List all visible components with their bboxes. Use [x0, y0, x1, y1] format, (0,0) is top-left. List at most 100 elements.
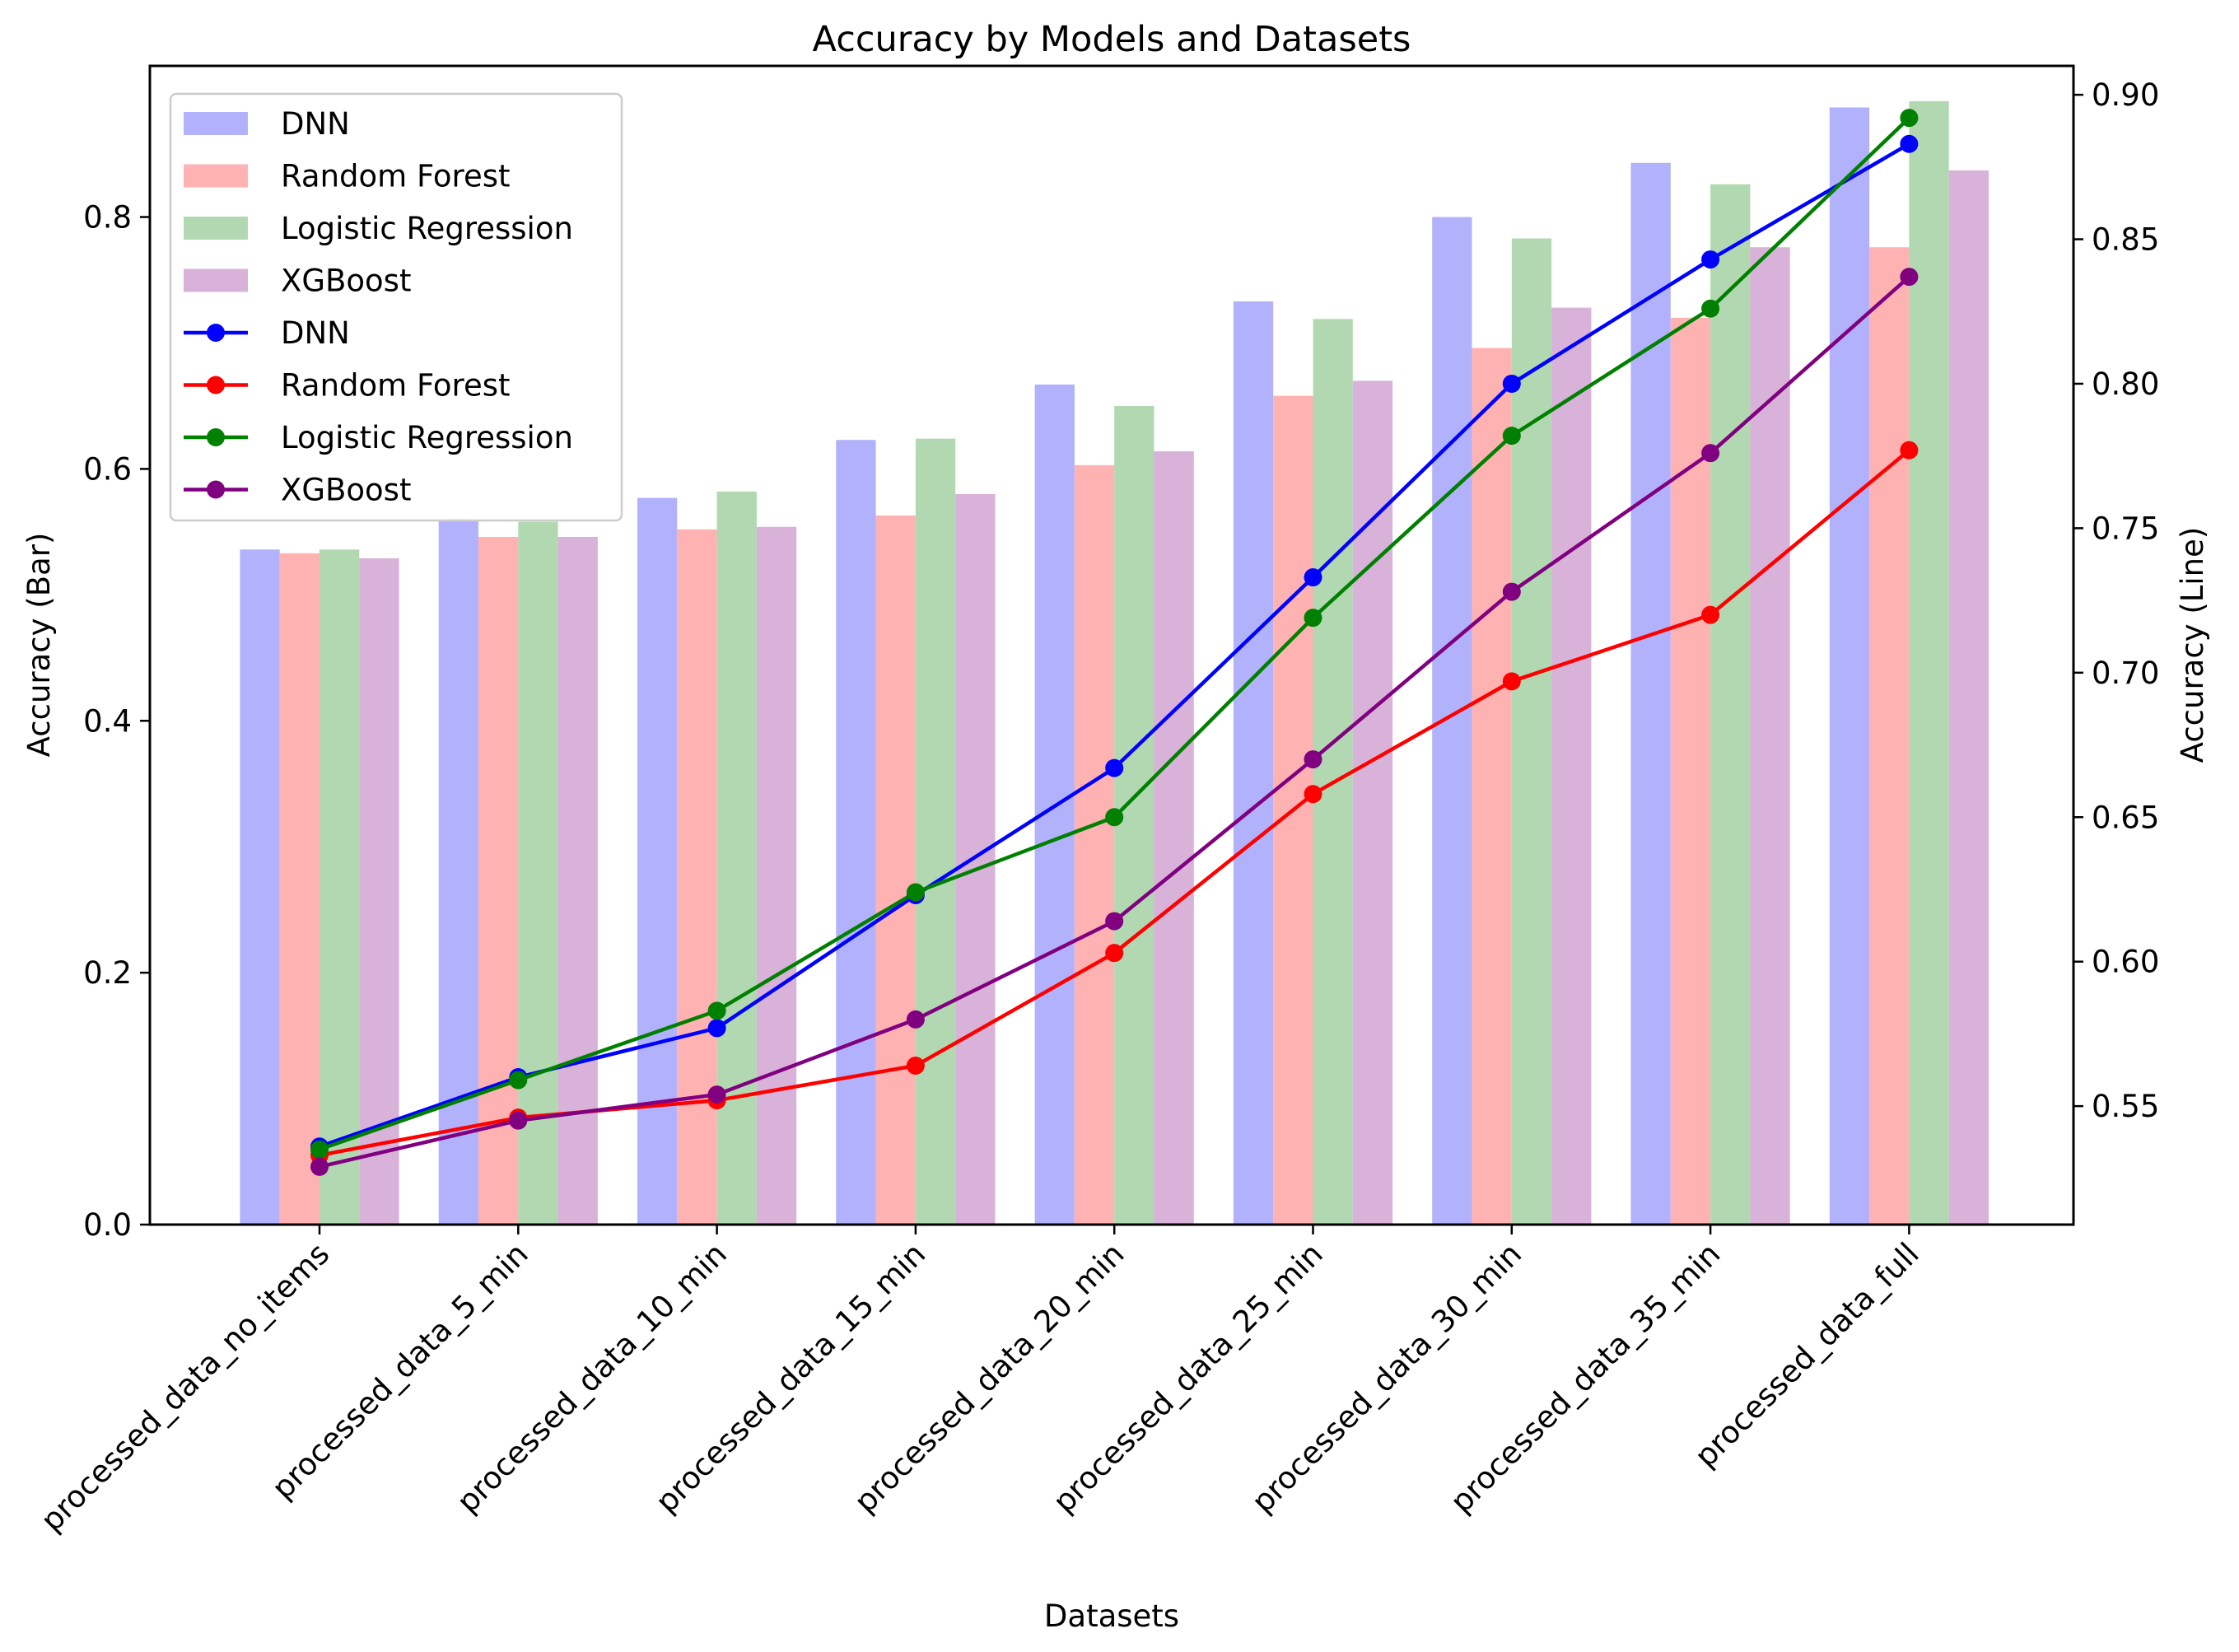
legend-marker-random-forest — [207, 376, 225, 394]
point-xgboost — [509, 1111, 528, 1130]
legend-label-logistic-regression: Logistic Regression — [281, 420, 573, 455]
point-xgboost — [1701, 444, 1720, 463]
point-random-forest — [906, 1057, 925, 1076]
bar-dnn — [1829, 107, 1870, 1225]
y-axis-left: 0.0 0.2 0.4 0.6 0.8 — [83, 200, 150, 1243]
legend-marker-dnn — [207, 324, 225, 342]
bar-xgboost — [1154, 450, 1194, 1225]
y-tick-label-left: 0.6 — [83, 451, 132, 487]
legend-label-dnn: DNN — [281, 106, 350, 142]
point-xgboost — [1304, 750, 1322, 769]
legend-marker-xgboost — [207, 480, 225, 499]
point-random-forest — [1105, 944, 1124, 963]
bar-random-forest — [279, 553, 320, 1225]
y-tick-label-right: 0.60 — [2092, 945, 2159, 980]
point-logistic-regression — [1304, 609, 1322, 628]
point-xgboost — [1502, 582, 1521, 601]
bar-logistic-regression — [1511, 238, 1552, 1225]
bar-random-forest — [1074, 464, 1115, 1225]
point-logistic-regression — [707, 1001, 726, 1020]
legend-label-xgboost: XGBoost — [281, 473, 411, 508]
y-tick-label-right: 0.85 — [2092, 222, 2159, 258]
legend-box — [169, 92, 623, 522]
bar-xgboost — [359, 558, 399, 1225]
point-xgboost — [1900, 268, 1919, 287]
y-axis-right: 0.55 0.60 0.65 0.70 0.75 0.80 0.85 0.90 — [2073, 77, 2159, 1124]
point-logistic-regression — [1105, 808, 1124, 827]
legend-label-dnn: DNN — [281, 315, 350, 351]
y-tick-label-left: 0.0 — [83, 1207, 132, 1243]
point-random-forest — [1900, 441, 1919, 460]
point-logistic-regression — [310, 1140, 329, 1159]
legend-marker-logistic-regression — [207, 428, 225, 446]
bar-logistic-regression — [1909, 100, 1949, 1225]
bar-random-forest — [677, 529, 717, 1225]
bar-xgboost — [955, 493, 996, 1225]
point-xgboost — [707, 1085, 726, 1104]
bar-dnn — [637, 497, 678, 1225]
point-logistic-regression — [906, 883, 925, 902]
point-xgboost — [310, 1157, 329, 1176]
bar-logistic-regression — [1710, 184, 1751, 1225]
bar-logistic-regression — [716, 491, 757, 1225]
bar-dnn — [1630, 162, 1671, 1225]
bar-logistic-regression — [518, 521, 558, 1225]
y-tick-label-right: 0.80 — [2092, 366, 2159, 402]
legend-swatch-bar-random-forest — [184, 164, 248, 188]
bar-random-forest — [478, 536, 519, 1225]
point-logistic-regression — [509, 1071, 528, 1090]
y-axis-left-label: Accuracy (Bar) — [21, 533, 57, 758]
bar-xgboost — [557, 536, 598, 1225]
bar-logistic-regression — [320, 549, 360, 1225]
y-axis-right-label: Accuracy (Line) — [2175, 527, 2210, 763]
point-dnn — [1304, 568, 1322, 587]
legend: DNN Random Forest Logistic Regression XGBoo… — [169, 92, 623, 522]
point-random-forest — [1304, 785, 1322, 804]
point-logistic-regression — [1900, 109, 1919, 128]
point-dnn — [707, 1019, 726, 1038]
y-tick-label-right: 0.75 — [2092, 511, 2159, 546]
point-xgboost — [906, 1010, 925, 1029]
bar-logistic-regression — [915, 438, 956, 1225]
legend-swatch-bar-dnn — [184, 112, 248, 135]
legend-label-xgboost: XGBoost — [281, 264, 411, 299]
bars-layer — [240, 100, 1989, 1225]
y-tick-label-right: 0.65 — [2092, 800, 2159, 835]
plot-frame — [148, 64, 2075, 1226]
point-dnn — [1900, 134, 1919, 153]
bar-dnn — [438, 519, 478, 1225]
y-tick-label-right: 0.90 — [2092, 77, 2159, 113]
point-random-forest — [1502, 672, 1521, 691]
y-tick-label-left: 0.4 — [83, 703, 132, 739]
point-xgboost — [1105, 912, 1124, 931]
legend-swatch-bar-xgboost — [184, 268, 248, 292]
y-tick-label-left: 0.8 — [83, 200, 132, 236]
point-logistic-regression — [1701, 299, 1720, 318]
legend-label-random-forest: Random Forest — [281, 368, 511, 404]
point-dnn — [1105, 758, 1124, 777]
bar-random-forest — [1472, 348, 1512, 1225]
bar-xgboost — [1948, 170, 1989, 1225]
point-dnn — [1701, 250, 1720, 269]
y-tick-label-right: 0.70 — [2092, 656, 2159, 691]
bar-dnn — [240, 549, 280, 1225]
point-dnn — [1502, 374, 1521, 393]
lines-layer — [310, 109, 1919, 1176]
point-logistic-regression — [1502, 427, 1521, 446]
bar-xgboost — [1750, 247, 1790, 1225]
y-tick-label-right: 0.55 — [2092, 1089, 2159, 1124]
chart-title: Accuracy by Models and Datasets — [813, 19, 1411, 60]
legend-swatch-bar-logistic-regression — [184, 217, 248, 240]
legend-label-random-forest: Random Forest — [281, 159, 511, 194]
bar-dnn — [1233, 301, 1274, 1225]
point-random-forest — [1701, 605, 1720, 624]
bar-xgboost — [756, 526, 797, 1225]
x-axis-label: Datasets — [1044, 1598, 1179, 1634]
bar-dnn — [1432, 217, 1472, 1225]
bar-dnn — [836, 440, 876, 1225]
legend-label-logistic-regression: Logistic Regression — [281, 211, 573, 246]
y-tick-label-left: 0.2 — [83, 955, 132, 991]
bar-xgboost — [1551, 307, 1592, 1225]
bar-logistic-regression — [1313, 319, 1353, 1225]
